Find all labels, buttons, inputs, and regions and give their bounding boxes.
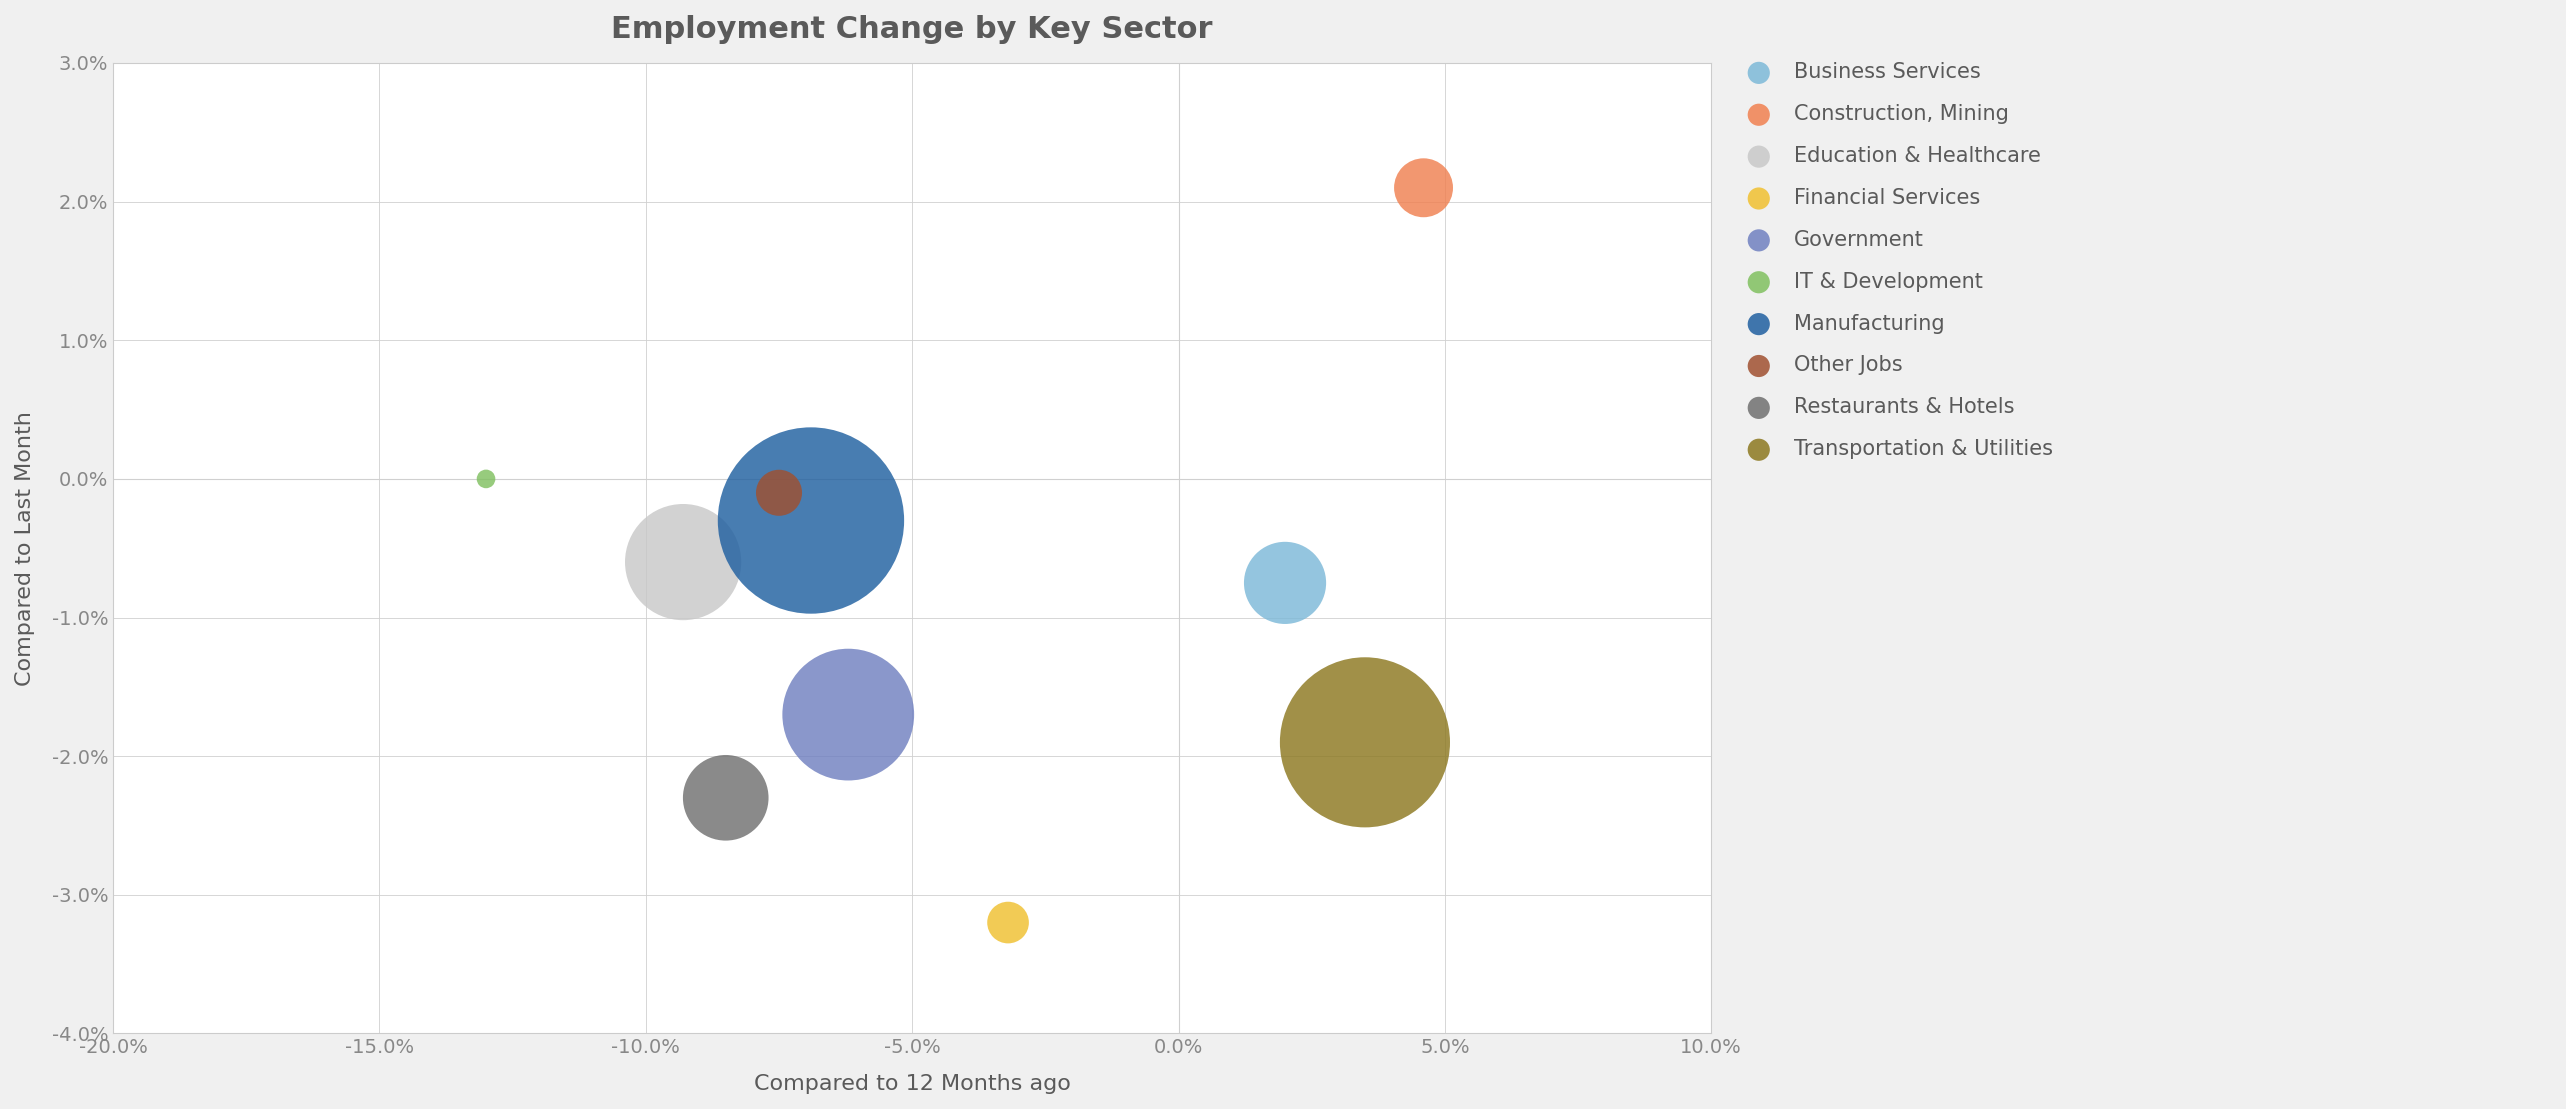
Point	[988, 914, 1029, 932]
Point	[790, 511, 831, 529]
Point	[829, 705, 870, 723]
Point	[662, 553, 703, 571]
Point	[706, 788, 747, 806]
Y-axis label: Compared to Last Month: Compared to Last Month	[15, 410, 36, 685]
Point	[1345, 733, 1386, 751]
Point	[464, 470, 506, 488]
Point	[1265, 574, 1306, 592]
X-axis label: Compared to 12 Months ago: Compared to 12 Months ago	[754, 1074, 1070, 1093]
Legend: Business Services, Construction, Mining, Education & Healthcare, Financial Servi: Business Services, Construction, Mining,…	[1729, 54, 2060, 468]
Point	[760, 484, 801, 501]
Title: Employment Change by Key Sector: Employment Change by Key Sector	[611, 16, 1214, 44]
Point	[1404, 179, 1445, 196]
